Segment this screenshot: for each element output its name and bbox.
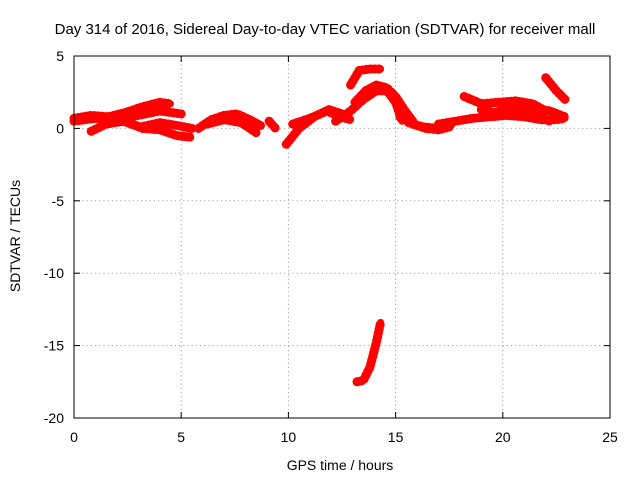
data-point: [435, 120, 442, 128]
data-point: [139, 103, 146, 110]
data-point: [167, 100, 174, 108]
data-point: [377, 65, 384, 73]
data-point: [506, 103, 513, 110]
data-point: [233, 110, 241, 118]
data-point: [257, 122, 264, 129]
data-point: [347, 107, 354, 115]
data-point: [156, 107, 163, 115]
data-point: [195, 125, 202, 132]
data-point: [253, 129, 260, 136]
data-point: [401, 106, 408, 113]
data-point: [306, 115, 313, 122]
y-axis-label: SDTVAR / TECUs: [7, 180, 23, 292]
data-point: [283, 141, 290, 148]
data-point: [405, 119, 412, 126]
data-point: [238, 119, 245, 126]
data-point: [347, 116, 354, 123]
data-point: [353, 378, 361, 385]
x-tick-label: 20: [495, 429, 511, 445]
x-tick-label: 25: [602, 429, 618, 445]
data-point: [495, 99, 502, 106]
data-point: [366, 364, 374, 371]
x-tick-label: 10: [281, 429, 297, 445]
data-point: [92, 115, 99, 122]
data-point: [135, 112, 142, 119]
data-point: [351, 99, 359, 106]
data-point: [512, 97, 519, 105]
y-tick-label: -5: [52, 193, 65, 209]
data-point: [377, 319, 384, 326]
data-point: [488, 110, 496, 118]
data-point: [156, 99, 163, 106]
data-point: [373, 339, 380, 346]
series-markers: [202, 115, 261, 138]
data-point: [246, 116, 253, 123]
data-point: [360, 377, 367, 384]
data-point: [272, 125, 279, 132]
data-point: [362, 87, 369, 95]
data-point: [553, 87, 560, 95]
y-tick-label: -10: [44, 265, 64, 281]
data-point: [420, 123, 427, 131]
x-tick-label: 15: [388, 429, 404, 445]
y-tick-label: -15: [44, 338, 64, 354]
data-point: [88, 128, 95, 135]
data-point: [561, 96, 569, 103]
y-tick-label: 0: [56, 120, 64, 136]
x-axis-label: GPS time / hours: [287, 457, 394, 473]
chart-title: Day 314 of 2016, Sidereal Day-to-day VTE…: [55, 21, 596, 38]
y-tick-label: -20: [44, 410, 64, 426]
data-point: [542, 74, 549, 81]
data-point: [478, 106, 485, 113]
data-point: [265, 118, 273, 125]
data-point: [323, 107, 331, 115]
data-point: [366, 65, 374, 73]
data-point: [173, 122, 181, 129]
data-point: [561, 113, 569, 121]
data-series: [69, 64, 570, 387]
data-point: [356, 67, 363, 74]
data-point: [332, 118, 339, 125]
axes: 0 5 10 15 20 25 5 0 -5 -10 -15 -20: [44, 48, 618, 445]
data-point: [203, 120, 211, 128]
data-point: [469, 115, 476, 122]
data-point: [156, 119, 163, 126]
data-point: [173, 132, 181, 139]
data-point: [546, 107, 554, 115]
data-point: [186, 133, 193, 141]
data-point: [452, 118, 459, 125]
data-point: [188, 125, 196, 132]
data-point: [289, 120, 296, 128]
data-point: [383, 84, 391, 92]
series-markers: [346, 64, 386, 90]
data-point: [103, 120, 110, 128]
data-point: [373, 81, 380, 89]
data-point: [546, 118, 554, 125]
data-point: [521, 107, 528, 115]
data-point: [178, 110, 185, 118]
x-tick-label: 5: [177, 429, 185, 445]
data-point: [461, 93, 468, 100]
data-point: [392, 93, 399, 100]
y-tick-label: 5: [56, 48, 64, 64]
data-point: [220, 116, 228, 123]
data-point: [347, 81, 354, 89]
plot-frame: [73, 55, 611, 419]
data-point: [533, 113, 541, 121]
data-point: [156, 126, 163, 133]
data-point: [396, 113, 404, 121]
data-point: [139, 125, 146, 132]
x-tick-label: 0: [70, 429, 78, 445]
data-point: [124, 119, 131, 126]
series-markers: [69, 106, 186, 126]
series-markers: [352, 317, 386, 387]
